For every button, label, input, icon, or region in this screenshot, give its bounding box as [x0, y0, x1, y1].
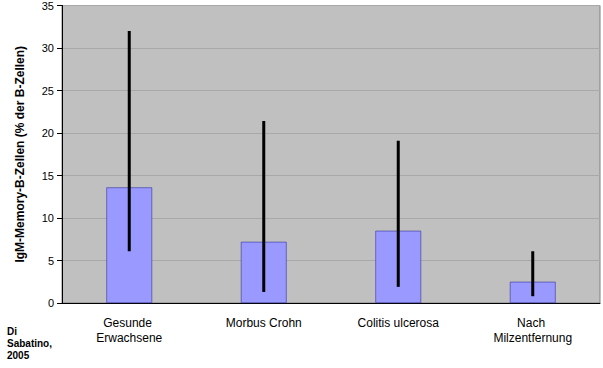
svg-text:Milzentfernung: Milzentfernung — [493, 331, 572, 345]
svg-text:Gesunde: Gesunde — [103, 316, 155, 330]
svg-text:Sabatino,: Sabatino, — [7, 338, 55, 349]
svg-text:5: 5 — [48, 255, 54, 267]
svg-text:20: 20 — [42, 127, 54, 139]
svg-text:Morbus Crohn: Morbus Crohn — [226, 316, 302, 330]
svg-text:10: 10 — [42, 212, 54, 224]
svg-text:30: 30 — [42, 42, 54, 54]
svg-text:0: 0 — [48, 297, 54, 309]
svg-text:15: 15 — [42, 170, 54, 182]
svg-text:Di: Di — [7, 326, 20, 337]
svg-text:Nach: Nach — [517, 316, 548, 330]
svg-text:2005: 2005 — [7, 350, 30, 361]
svg-text:25: 25 — [42, 85, 54, 97]
svg-text:Erwachsene: Erwachsene — [96, 331, 162, 345]
svg-text:Colitis ulcerosa: Colitis ulcerosa — [358, 316, 440, 330]
svg-text:IgM-Memory-B-Zellen (% der B-Z: IgM-Memory-B-Zellen (% der B-Zellen) — [13, 46, 27, 263]
svg-text:35: 35 — [42, 0, 54, 12]
